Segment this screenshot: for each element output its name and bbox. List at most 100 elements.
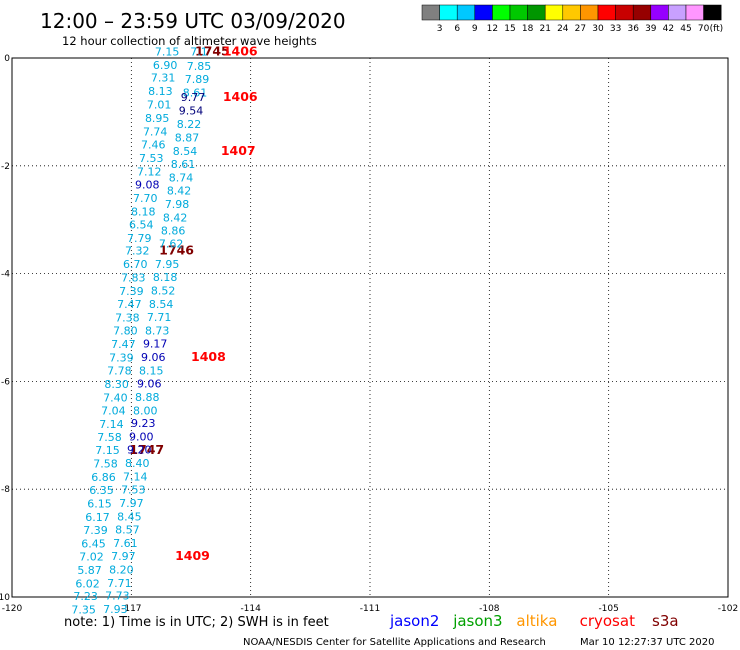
latitude-label: -8 <box>1 485 10 495</box>
wave-height-value: 7.79 <box>127 232 152 245</box>
footer-credit: NOAA/NESDIS Center for Satellite Applica… <box>243 637 546 648</box>
satellite-tracks: 7.156.907.318.137.018.957.747.467.537.12… <box>71 43 258 616</box>
longitude-label: -105 <box>598 604 618 614</box>
time-label: 1747 <box>129 442 164 457</box>
wave-height-value: 7.98 <box>165 198 190 211</box>
color-swatch <box>544 4 564 21</box>
color-scale-label: 24 <box>557 24 569 34</box>
longitude-label: -111 <box>360 604 380 614</box>
color-scale-label: 12 <box>487 24 498 34</box>
color-scale-label: 30 <box>592 24 604 34</box>
wave-height-value: 7.47 <box>111 338 136 351</box>
longitude-label: -108 <box>479 604 500 614</box>
wave-height-value: 6.02 <box>75 577 100 590</box>
color-swatch <box>562 4 581 21</box>
wave-height-value: 8.40 <box>125 457 150 470</box>
color-swatch <box>492 4 511 21</box>
wave-height-value: 7.97 <box>119 497 144 510</box>
map-grid <box>12 58 728 597</box>
wave-height-value: 8.74 <box>169 171 194 184</box>
color-scale-label: 6 <box>454 24 460 34</box>
color-scale-label: 33 <box>610 24 621 34</box>
wave-height-value: 9.08 <box>135 178 160 191</box>
color-scale-label: 42 <box>663 24 674 34</box>
color-swatch <box>527 4 546 21</box>
wave-height-value: 7.39 <box>83 524 108 537</box>
longitude-label: -117 <box>121 604 141 614</box>
time-label: 1409 <box>175 548 210 563</box>
wave-height-value: 8.87 <box>175 132 200 145</box>
wave-height-value: 7.97 <box>111 550 136 563</box>
time-label: 1406 <box>223 43 258 58</box>
wave-height-value: 8.18 <box>153 271 178 284</box>
wave-height-value: 6.45 <box>81 537 106 550</box>
color-scale-label: 18 <box>522 24 534 34</box>
wave-height-value: 8.00 <box>133 404 158 417</box>
wave-height-value: 8.57 <box>115 523 140 536</box>
wave-height-value: 9.06 <box>137 377 162 390</box>
latitude-label: -2 <box>1 162 10 172</box>
wave-height-value: 8.73 <box>145 325 170 338</box>
color-swatch <box>668 4 687 21</box>
wave-height-value: 7.1 <box>190 45 208 58</box>
longitude-label: -120 <box>2 604 23 614</box>
wave-height-value: 7.85 <box>187 60 212 73</box>
footer-timestamp: Mar 10 12:27:37 UTC 2020 <box>580 637 715 648</box>
time-label: 1407 <box>221 143 256 158</box>
wave-height-value: 7.93 <box>103 603 128 616</box>
wave-height-value: 7.38 <box>115 312 140 325</box>
wave-height-value: 6.70 <box>123 258 148 271</box>
color-swatch <box>685 4 704 21</box>
time-label: 1746 <box>159 243 194 258</box>
wave-height-value: 7.02 <box>79 550 104 563</box>
latitude-label: 0 <box>4 54 10 64</box>
color-scale-label: 3 <box>437 24 443 34</box>
wave-height-value: 7.04 <box>101 404 126 417</box>
legend-altika: altika <box>516 612 557 630</box>
wave-height-value: 7.80 <box>113 325 138 338</box>
wave-height-value: 7.23 <box>73 590 98 603</box>
latitude-label: -6 <box>1 377 10 387</box>
wave-height-value: 7.62 <box>159 238 184 251</box>
color-scale-label: 9 <box>472 24 478 34</box>
wave-height-value: 9.54 <box>179 105 204 118</box>
color-scale-label: 70 <box>698 24 710 34</box>
wave-height-value: 7.15 <box>155 45 180 58</box>
color-scale-unit: (ft) <box>710 24 724 34</box>
color-scale-label: 45 <box>680 24 691 34</box>
color-scale-label: 15 <box>504 24 515 34</box>
wave-height-value: 6.90 <box>153 59 178 72</box>
color-swatch <box>703 4 722 21</box>
wave-height-value: 9.23 <box>131 417 156 430</box>
wave-height-value: 6.54 <box>129 218 154 231</box>
wave-height-value: 7.89 <box>185 73 210 86</box>
page-title: 12:00 – 23:59 UTC 03/09/2020 <box>40 9 346 33</box>
wave-height-value: 7.61 <box>113 537 138 550</box>
color-scale-label: 27 <box>575 24 586 34</box>
time-label: 1745 <box>195 43 230 58</box>
color-swatch <box>615 4 634 21</box>
wave-height-value: 7.53 <box>139 152 164 165</box>
wave-height-value: 8.22 <box>177 118 202 131</box>
wave-height-value: 9.77 <box>181 91 206 104</box>
wave-height-value: 8.42 <box>163 211 188 224</box>
color-swatch <box>474 4 493 21</box>
wave-height-value: 7.46 <box>141 139 166 152</box>
legend-jason2: jason2 <box>389 612 439 630</box>
color-swatch <box>597 4 616 21</box>
axis-labels: -120 -117 -114 -111 -108 -105 -102 0 -2 -4 -6 -8 -10 <box>0 54 738 614</box>
wave-height-value: 7.70 <box>133 192 158 205</box>
page-subtitle: 12 hour collection of altimeter wave hei… <box>62 34 317 48</box>
longitude-label: -114 <box>240 604 261 614</box>
map-frame <box>11 57 729 598</box>
wave-height-value: 7.58 <box>93 458 118 471</box>
time-label: 1406 <box>223 89 258 104</box>
wave-height-value: 9.06 <box>141 351 166 364</box>
wave-height-value: 8.61 <box>171 158 196 171</box>
wave-height-value: 7.71 <box>147 311 172 324</box>
color-swatch <box>421 4 440 21</box>
wave-height-value: 7.40 <box>103 391 128 404</box>
color-scale-label: 21 <box>539 24 550 34</box>
wave-height-value: 8.86 <box>161 224 186 237</box>
